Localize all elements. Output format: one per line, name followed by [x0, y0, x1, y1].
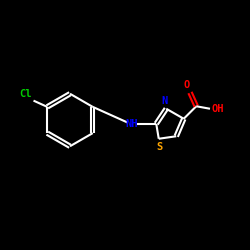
Text: Cl: Cl — [19, 90, 32, 99]
Text: O: O — [184, 80, 190, 90]
Text: NH: NH — [125, 119, 138, 129]
Text: S: S — [156, 142, 162, 152]
Text: OH: OH — [212, 104, 224, 114]
Text: N: N — [162, 96, 168, 106]
